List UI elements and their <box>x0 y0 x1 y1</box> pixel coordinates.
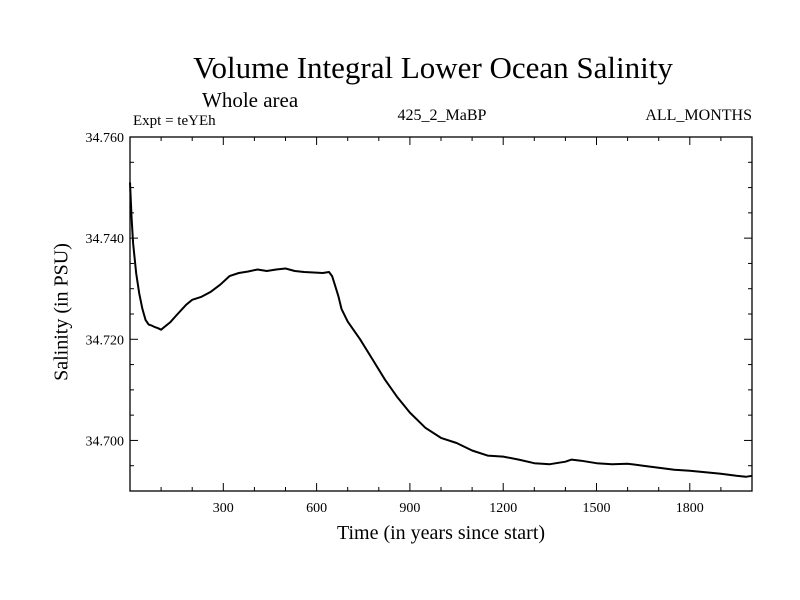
y-tick-label: 34.720 <box>86 333 125 348</box>
chart-subtitle: Whole area <box>202 88 299 112</box>
case-label: 425_2_MaBP <box>397 107 487 124</box>
chart-title: Volume Integral Lower Ocean Salinity <box>193 50 673 85</box>
experiment-label: Expt = teYEh <box>133 113 216 129</box>
x-tick-label: 600 <box>306 501 327 516</box>
y-tick-label: 34.740 <box>86 232 125 247</box>
x-tick-label: 1500 <box>583 501 611 516</box>
y-tick-label: 34.760 <box>86 131 125 146</box>
months-label: ALL_MONTHS <box>645 107 752 124</box>
x-tick-label: 1200 <box>489 501 517 516</box>
tick-labels: 300 600 900 1200 1500 1800 34.700 34.720 34.740 3… <box>86 131 704 516</box>
series-group <box>129 182 753 478</box>
salinity-series-line <box>129 182 753 478</box>
axis-ticks <box>130 137 752 491</box>
x-tick-label: 1800 <box>676 501 704 516</box>
x-tick-label: 900 <box>399 501 420 516</box>
y-tick-label: 34.700 <box>86 434 125 449</box>
x-tick-label: 300 <box>213 501 234 516</box>
x-axis-label: Time (in years since start) <box>336 522 546 544</box>
